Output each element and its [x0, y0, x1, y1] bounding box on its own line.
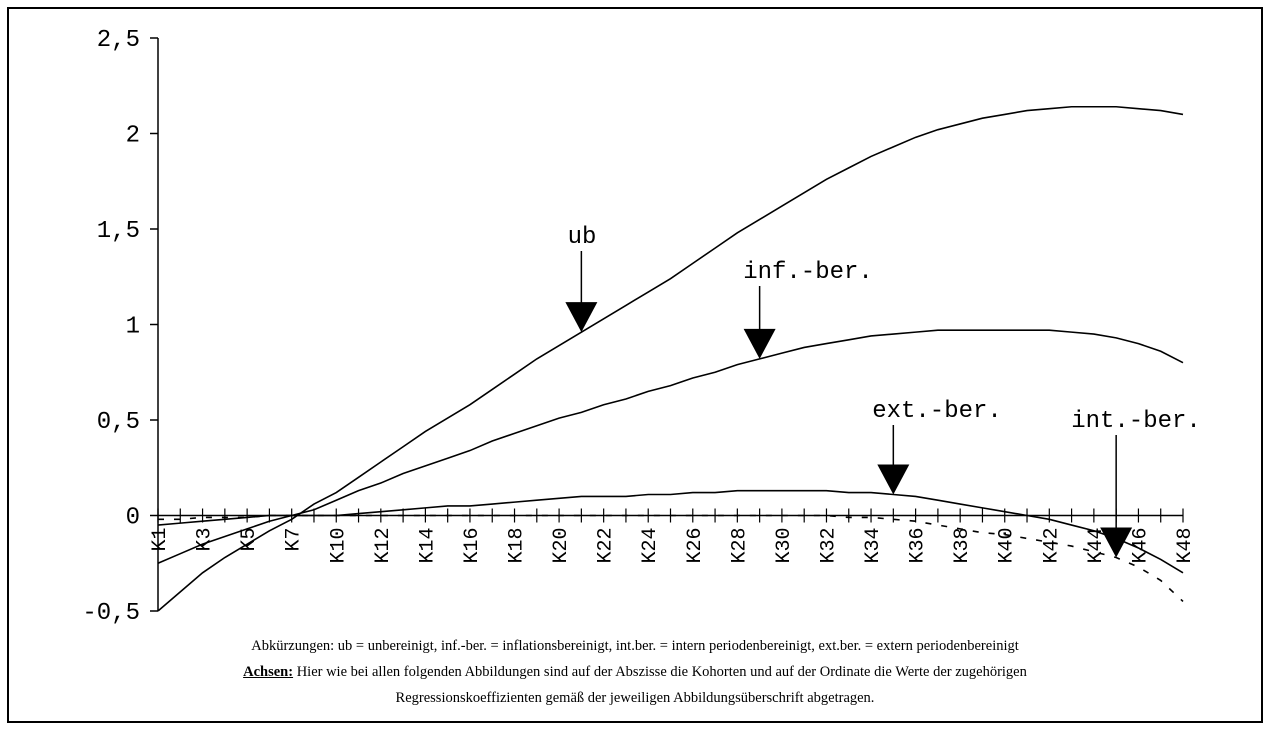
x-tick-label: K26 [684, 528, 707, 564]
x-tick-label: K20 [550, 528, 573, 564]
x-tick-label: K28 [728, 528, 751, 564]
x-tick-label: K18 [506, 528, 529, 564]
x-tick-label: K48 [1174, 528, 1197, 564]
x-tick-label: K46 [1129, 528, 1152, 564]
y-tick-label: 0,5 [97, 409, 140, 436]
x-tick-label: K16 [461, 528, 484, 564]
series-label: int.-ber. [1071, 408, 1201, 435]
y-tick-label: -0,5 [82, 600, 140, 627]
series-label: ub [568, 224, 597, 251]
x-tick-label: K12 [372, 528, 395, 564]
arrow-head [565, 302, 598, 333]
axes-note-2: Regressionskoeffizienten gemäß der jewei… [395, 690, 875, 706]
x-tick-label: K36 [907, 528, 930, 564]
axes-text: Hier wie bei allen folgenden Abbildungen… [296, 664, 1027, 680]
arrow-head [877, 464, 910, 495]
x-tick-label: K38 [951, 528, 974, 564]
x-tick-label: K10 [327, 528, 350, 564]
frame [7, 7, 1263, 723]
axes-note: Achsen: Hier wie bei allen folgenden Abb… [8, 664, 1262, 681]
x-tick-label: K14 [416, 528, 439, 564]
y-tick-label: 2,5 [97, 27, 140, 54]
series-label: ext.-ber. [872, 398, 1002, 425]
abbreviations: Abkürzungen: ub = unbereinigt, inf.-ber.… [251, 638, 1019, 654]
x-tick-label: K3 [194, 528, 217, 552]
x-tick-label: K7 [283, 528, 306, 552]
arrow-head [1100, 527, 1133, 558]
x-tick-label: K24 [639, 528, 662, 564]
y-tick-label: 2 [126, 123, 140, 150]
series-line [157, 105, 1184, 612]
y-tick-label: 1 [126, 314, 140, 341]
x-tick-label: K1 [149, 528, 172, 552]
axes-label: Achsen: [243, 664, 294, 680]
y-tick-label: 1,5 [97, 218, 140, 245]
series-line [158, 514, 1184, 603]
x-tick-label: K40 [996, 528, 1019, 564]
x-tick-label: K22 [595, 528, 618, 564]
x-tick-label: K30 [773, 528, 796, 564]
series-label: inf.-ber. [743, 259, 873, 286]
series-line [157, 329, 1184, 564]
y-tick-label: 0 [126, 505, 140, 532]
x-tick-label: K42 [1040, 528, 1063, 564]
x-tick-label: K34 [862, 528, 885, 564]
x-tick-label: K32 [817, 528, 840, 564]
series-line [157, 489, 1184, 574]
arrow-head [743, 328, 776, 359]
